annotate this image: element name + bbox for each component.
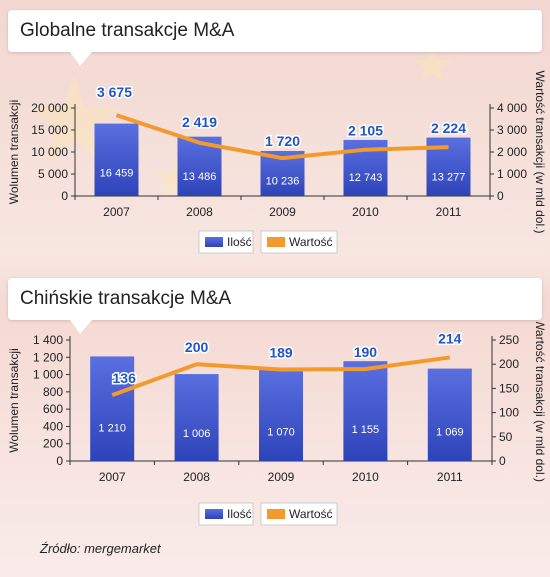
legend-swatch-wartosc (267, 237, 285, 247)
line-value-label: 136 (113, 370, 137, 386)
y-tick-label: 1 200 (33, 350, 63, 364)
legend-swatch-wartosc (267, 509, 285, 519)
x-tick-label: 2010 (352, 205, 379, 219)
x-tick-label: 2011 (436, 205, 462, 219)
y2-tick-label: 250 (499, 333, 519, 347)
chart2-title: Chińskie transakcje M&A (20, 288, 232, 309)
legend-box-ilosc (198, 230, 254, 254)
chart2-china-ma: 0 200 400 600 800 1 000 1 200 1 400 0 50 100 150 200… (7, 322, 547, 526)
x-tick-label: 2010 (352, 470, 379, 484)
legend-box-wartosc (260, 230, 338, 254)
line-value-label: 214 (438, 330, 462, 346)
chart2-title-bubble: Chińskie transakcje M&A (8, 278, 542, 334)
y-axis-title: Wolumen transakcji (7, 100, 21, 204)
bar-value-label: 13 277 (432, 171, 466, 183)
line-value-label: 2 419 (182, 114, 217, 130)
x-tick-label: 2007 (103, 205, 130, 219)
bar-2011 (427, 368, 472, 461)
chart1-title: Globalne transakcje M&A (20, 20, 235, 41)
bar-value-label: 10 236 (266, 175, 300, 187)
bar-value-label: 1 069 (436, 426, 464, 438)
legend-box-wartosc (260, 502, 338, 526)
y-tick-label: 20 000 (31, 101, 68, 115)
y2-tick-label: 4 000 (497, 101, 527, 115)
bar-value-label: 13 486 (183, 171, 217, 183)
y2-axis-title: Wartość transakcji (w mld dol.) (533, 322, 547, 482)
y2-tick-label: 200 (499, 357, 519, 371)
y2-tick-label: 0 (499, 454, 506, 468)
line-value-label: 1 720 (265, 133, 300, 149)
bar-value-label: 16 459 (100, 167, 134, 179)
y-tick-label: 0 (61, 189, 68, 203)
chart1-global-ma: 0 5 000 10 000 15 000 20 000 0 1 000 2 000 3 000… (7, 71, 547, 254)
legend-swatch-ilosc (205, 237, 223, 247)
bar-value-label: 1 006 (183, 428, 211, 440)
legend-label-ilosc: Ilość (227, 507, 252, 521)
y2-tick-label: 2 000 (497, 145, 527, 159)
line-value-label: 2 105 (348, 123, 383, 139)
bar-value-label: 1 210 (98, 423, 126, 435)
y2-tick-label: 1 000 (497, 167, 527, 181)
y-axis-title: Wolumen transakcji (7, 348, 21, 452)
value-line (111, 355, 451, 398)
y-tick-label: 5 000 (38, 167, 68, 181)
bar-2008 (174, 374, 219, 461)
bar-2010 (343, 361, 388, 461)
line-value-label: 190 (354, 344, 378, 360)
line-value-label: 200 (185, 339, 209, 355)
bar-value-label: 1 155 (352, 424, 380, 436)
bar-2009 (259, 368, 303, 461)
value-line (115, 113, 449, 161)
bar-2007 (90, 356, 135, 461)
y-tick-label: 800 (43, 385, 63, 399)
y2-tick-label: 150 (499, 381, 519, 395)
y2-axis-title: Wartość transakcji (w mld dol.) (533, 71, 547, 234)
y2-tick-label: 100 (499, 406, 519, 420)
legend-label-wartosc: Wartość (289, 235, 333, 249)
y-tick-label: 1 400 (33, 333, 63, 347)
x-tick-label: 2009 (269, 205, 296, 219)
x-tick-label: 2008 (183, 470, 210, 484)
x-tick-label: 2008 (186, 205, 213, 219)
bar-value-label: 1 070 (267, 426, 295, 438)
y-tick-label: 600 (43, 402, 63, 416)
legend-box-ilosc (198, 502, 254, 526)
y-tick-label: 10 000 (31, 145, 68, 159)
x-tick-label: 2011 (437, 470, 463, 484)
y-tick-label: 200 (43, 437, 63, 451)
y-tick-label: 15 000 (31, 123, 68, 137)
line-value-label: 189 (269, 345, 293, 361)
y-tick-label: 400 (43, 419, 63, 433)
chart1-title-bubble: Globalne transakcje M&A (8, 10, 542, 66)
bar-value-label: 12 743 (349, 172, 383, 184)
x-tick-label: 2007 (99, 470, 126, 484)
legend-label-ilosc: Ilość (227, 235, 252, 249)
x-tick-label: 2009 (268, 470, 295, 484)
legend-label-wartosc: Wartość (289, 507, 333, 521)
bar-2007 (94, 123, 139, 196)
y2-tick-label: 0 (497, 189, 504, 203)
y-tick-label: 0 (56, 454, 63, 468)
y2-tick-label: 50 (499, 430, 513, 444)
source-note: Źródło: mergemarket (40, 541, 161, 556)
line-value-label: 2 224 (431, 120, 466, 136)
y-tick-label: 1 000 (33, 368, 63, 382)
line-value-label: 3 675 (97, 84, 132, 100)
y2-tick-label: 3 000 (497, 123, 527, 137)
legend-swatch-ilosc (205, 509, 223, 519)
